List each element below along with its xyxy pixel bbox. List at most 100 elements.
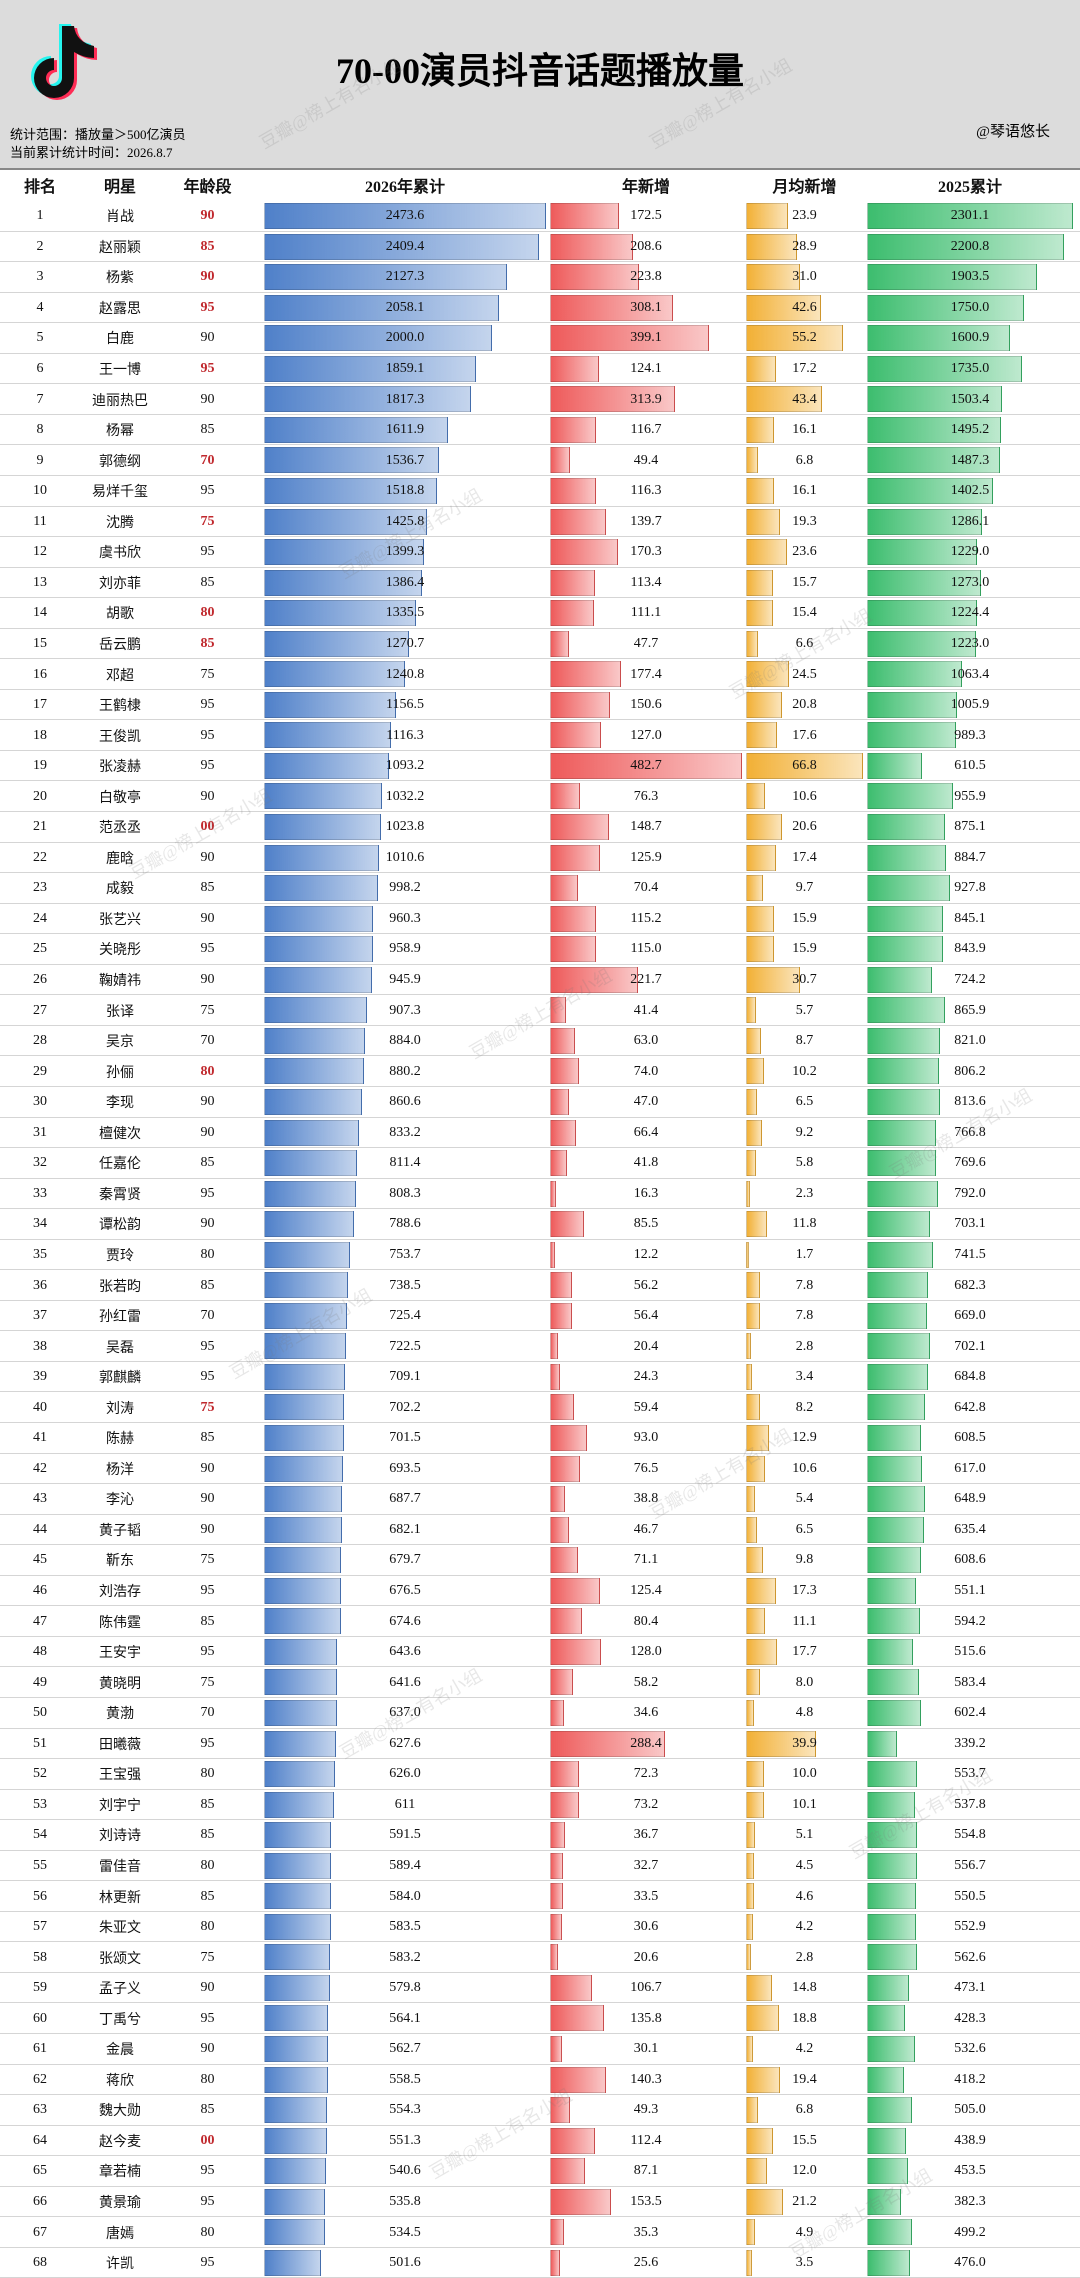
value-cell: 1903.5 — [950, 269, 990, 285]
age-cell: 90 — [200, 788, 215, 804]
row-rule — [0, 1269, 1080, 1271]
rank-cell: 55 — [33, 1857, 47, 1873]
header-band — [0, 0, 1080, 168]
data-bar — [550, 1883, 564, 1910]
data-bar — [746, 1547, 764, 1574]
data-bar — [746, 936, 774, 963]
value-cell: 12.2 — [633, 1246, 659, 1262]
data-bar — [867, 936, 943, 963]
data-bar — [550, 1302, 573, 1329]
value-cell: 30.1 — [633, 2041, 659, 2057]
age-cell: 00 — [200, 2132, 215, 2148]
data-bar — [867, 875, 951, 902]
data-bar — [746, 783, 765, 810]
value-cell: 9.7 — [795, 880, 814, 896]
value-cell: 438.9 — [954, 2132, 986, 2148]
value-cell: 139.7 — [630, 513, 662, 529]
data-bar — [867, 966, 932, 993]
row-rule — [0, 322, 1080, 324]
value-cell: 626.0 — [389, 1766, 421, 1782]
value-cell: 1859.1 — [385, 361, 425, 377]
row-rule — [0, 658, 1080, 660]
value-cell: 150.6 — [630, 697, 662, 713]
row-rule — [0, 566, 1080, 568]
row-rule — [0, 2094, 1080, 2096]
age-cell: 75 — [200, 1674, 215, 1690]
data-bar — [867, 264, 1038, 291]
value-cell: 10.0 — [792, 1766, 817, 1782]
rank-cell: 27 — [33, 1002, 47, 1018]
data-bar — [550, 416, 597, 443]
name-cell: 田曦薇 — [99, 1737, 141, 1753]
value-cell: 1270.7 — [385, 635, 425, 651]
value-cell: 1229.0 — [950, 544, 990, 560]
data-bar — [264, 1883, 331, 1910]
value-cell: 43.4 — [792, 391, 817, 407]
value-cell: 55.2 — [792, 330, 817, 346]
value-cell: 8.0 — [795, 1674, 814, 1690]
data-bar — [746, 1119, 763, 1146]
rank-cell: 43 — [33, 1491, 47, 1507]
rank-cell: 34 — [33, 1216, 47, 1232]
row-rule — [0, 230, 1080, 232]
value-cell: 17.2 — [792, 361, 817, 377]
data-bar — [867, 783, 953, 810]
data-bar — [550, 2066, 606, 2093]
data-bar — [264, 1058, 365, 1085]
data-bar — [264, 539, 424, 566]
value-cell: 17.6 — [792, 727, 817, 743]
value-cell: 724.2 — [954, 972, 986, 988]
data-bar — [867, 294, 1024, 321]
data-bar — [746, 1608, 766, 1635]
value-cell: 552.9 — [954, 1919, 986, 1935]
data-bar — [264, 1730, 336, 1757]
data-bar — [867, 1394, 925, 1421]
data-bar — [264, 416, 448, 443]
data-bar — [264, 569, 423, 596]
data-bar — [867, 203, 1073, 229]
value-cell: 177.4 — [630, 666, 662, 682]
data-bar — [264, 661, 406, 688]
data-bar — [746, 997, 756, 1024]
name-cell: 鞠婧祎 — [99, 974, 141, 990]
name-cell: 蒋欣 — [106, 2073, 134, 2089]
age-cell: 90 — [200, 910, 215, 926]
data-bar — [746, 1577, 777, 1604]
value-cell: 428.3 — [954, 2010, 986, 2026]
data-bar — [746, 1791, 764, 1818]
data-bar — [867, 2249, 910, 2276]
row-rule — [0, 2002, 1080, 2004]
data-bar — [867, 1761, 917, 1788]
name-cell: 王一博 — [99, 363, 141, 379]
data-bar — [550, 1699, 564, 1726]
age-cell: 80 — [200, 1063, 215, 1079]
data-bar — [746, 1027, 762, 1054]
value-cell: 1223.0 — [950, 635, 990, 651]
value-cell: 15.9 — [792, 941, 817, 957]
name-cell: 郭麒麟 — [99, 1371, 141, 1387]
data-bar — [867, 1822, 917, 1849]
value-cell: 473.1 — [954, 1980, 986, 1996]
data-bar — [264, 875, 378, 902]
name-cell: 林更新 — [99, 1890, 141, 1906]
data-bar — [746, 600, 773, 627]
data-bar — [550, 1425, 587, 1451]
name-cell: 王宝强 — [99, 1768, 141, 1784]
data-bar — [550, 1150, 567, 1177]
data-bar — [867, 752, 922, 779]
value-cell: 10.1 — [792, 1796, 817, 1812]
rank-cell: 14 — [33, 605, 47, 621]
age-cell: 75 — [200, 1399, 215, 1415]
name-cell: 白敬亭 — [99, 790, 141, 806]
value-cell: 579.8 — [389, 1980, 421, 1996]
data-bar — [264, 508, 427, 535]
row-rule — [0, 291, 1080, 293]
value-cell: 540.6 — [389, 2163, 421, 2179]
value-cell: 12.0 — [792, 2163, 817, 2179]
data-bar — [867, 1455, 923, 1482]
rank-cell: 21 — [33, 819, 47, 835]
row-rule — [0, 1788, 1080, 1790]
name-cell: 刘亦菲 — [99, 576, 141, 592]
age-cell: 95 — [200, 1185, 215, 1201]
data-bar — [746, 1425, 769, 1451]
